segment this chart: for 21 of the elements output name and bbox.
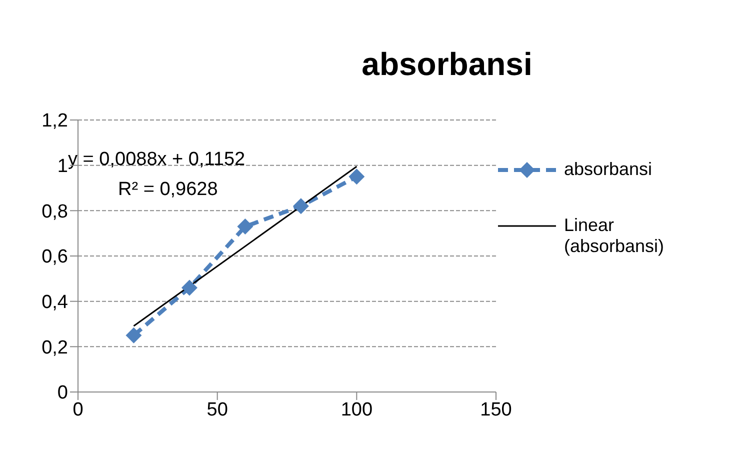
point xyxy=(237,218,254,235)
x-tick-label: 100 xyxy=(340,399,373,420)
point xyxy=(348,168,365,185)
legend-label: Linear (absorbansi) xyxy=(564,215,666,257)
y-tick-label: 0,4 xyxy=(42,292,68,314)
point xyxy=(126,327,142,344)
x-tick-label: 150 xyxy=(480,399,512,420)
y-tick-label: 0,2 xyxy=(42,337,68,358)
x-tick-label: 50 xyxy=(206,399,228,420)
annotation: y = 0,0088x + 0,1152 xyxy=(68,149,246,170)
point xyxy=(181,280,198,296)
y-tick-label: 0,6 xyxy=(42,246,68,268)
chart-title: absorbansi xyxy=(360,46,534,83)
y-tick-label: 0 xyxy=(57,382,68,404)
x-tick-label: 0 xyxy=(72,399,84,420)
point xyxy=(292,198,309,214)
annotation: R² = 0,9628 xyxy=(118,179,218,200)
legend-label: absorbansi xyxy=(564,159,654,180)
y-tick-label: 0,8 xyxy=(42,201,68,222)
y-tick-label: 1,2 xyxy=(42,110,68,132)
y-tick-label: 1 xyxy=(57,156,68,178)
